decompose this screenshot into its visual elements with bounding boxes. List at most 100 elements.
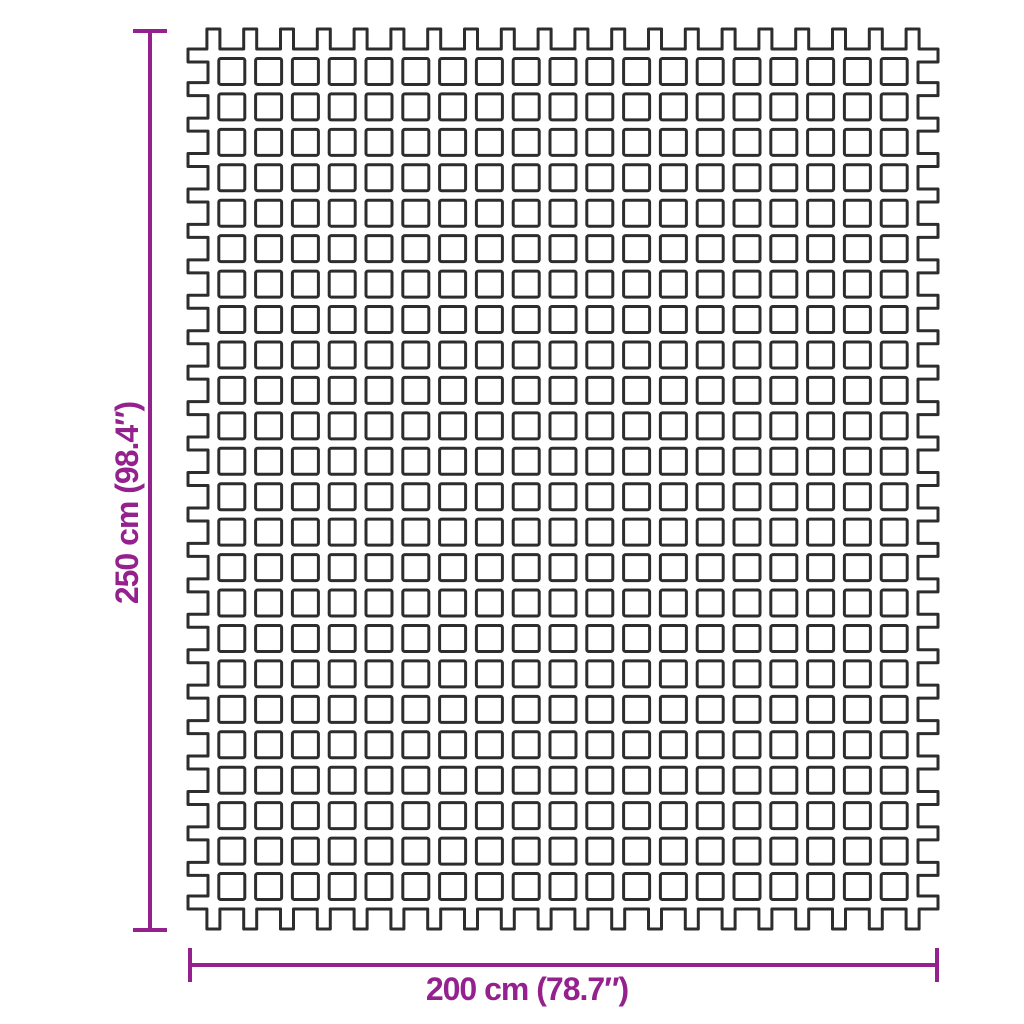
grid-hole bbox=[806, 553, 836, 583]
grid-hole bbox=[511, 340, 541, 370]
grid-hole bbox=[695, 694, 725, 724]
grid-hole bbox=[438, 659, 468, 689]
grid-hole bbox=[548, 730, 578, 760]
grid-hole bbox=[695, 553, 725, 583]
grid-hole bbox=[401, 694, 431, 724]
grid-hole bbox=[254, 765, 284, 795]
grid-hole bbox=[474, 836, 504, 866]
grid-hole bbox=[401, 56, 431, 86]
vertical-dimension-label: 250 cm (98.4″) bbox=[109, 401, 145, 604]
grid-hole bbox=[658, 872, 688, 902]
grid-hole bbox=[327, 198, 357, 228]
grid-hole bbox=[438, 198, 468, 228]
grid-hole bbox=[327, 305, 357, 335]
grid-hole bbox=[658, 553, 688, 583]
grid-hole bbox=[806, 482, 836, 512]
grid-hole bbox=[327, 446, 357, 476]
grid-hole bbox=[254, 482, 284, 512]
grid-hole bbox=[842, 446, 872, 476]
grid-hole bbox=[511, 872, 541, 902]
grid-hole bbox=[327, 553, 357, 583]
grid-hole bbox=[879, 411, 909, 441]
grid-hole bbox=[217, 305, 247, 335]
grid-hole bbox=[585, 127, 615, 157]
grid-hole bbox=[511, 765, 541, 795]
grid-hole bbox=[364, 872, 394, 902]
grid-hole bbox=[769, 234, 799, 264]
grid-hole bbox=[548, 234, 578, 264]
grid-hole bbox=[474, 340, 504, 370]
grid-hole bbox=[254, 517, 284, 547]
grid-hole bbox=[290, 836, 320, 866]
grid-hole bbox=[327, 92, 357, 122]
grid-hole bbox=[217, 92, 247, 122]
grid-hole bbox=[585, 198, 615, 228]
grid-hole bbox=[364, 482, 394, 512]
grid-hole bbox=[806, 92, 836, 122]
grid-hole bbox=[695, 56, 725, 86]
grid-hole bbox=[511, 446, 541, 476]
grid-hole bbox=[548, 411, 578, 441]
grid-hole bbox=[622, 801, 652, 831]
grid-hole bbox=[290, 198, 320, 228]
grid-hole bbox=[658, 659, 688, 689]
grid-hole bbox=[548, 659, 578, 689]
grid-hole bbox=[364, 801, 394, 831]
grid-hole bbox=[585, 269, 615, 299]
grid-hole bbox=[290, 801, 320, 831]
grid-hole bbox=[511, 56, 541, 86]
grid-hole bbox=[622, 659, 652, 689]
grid-hole bbox=[401, 801, 431, 831]
grid-hole bbox=[879, 694, 909, 724]
grid-hole bbox=[732, 694, 762, 724]
grid-hole bbox=[879, 375, 909, 405]
grid-hole bbox=[364, 517, 394, 547]
grid-hole bbox=[806, 694, 836, 724]
grid-hole bbox=[842, 659, 872, 689]
grid-hole bbox=[622, 446, 652, 476]
horizontal-dimension: 200 cm (78.7″) bbox=[188, 948, 939, 1007]
grid-hole bbox=[769, 482, 799, 512]
grid-hole bbox=[290, 127, 320, 157]
grid-hole bbox=[806, 411, 836, 441]
grid-hole bbox=[658, 730, 688, 760]
grid-hole bbox=[732, 765, 762, 795]
grid-hole bbox=[438, 623, 468, 653]
grid-hole bbox=[438, 375, 468, 405]
grid-hole bbox=[732, 623, 762, 653]
grid-hole bbox=[511, 234, 541, 264]
grid-hole bbox=[254, 801, 284, 831]
grid-hole bbox=[842, 340, 872, 370]
grid-hole bbox=[327, 482, 357, 512]
grid-hole bbox=[327, 765, 357, 795]
grid-hole bbox=[622, 269, 652, 299]
grid-hole bbox=[769, 836, 799, 866]
grid-hole bbox=[511, 198, 541, 228]
grid-hole bbox=[438, 269, 468, 299]
grid-hole bbox=[474, 801, 504, 831]
grid-hole bbox=[217, 482, 247, 512]
grid-hole bbox=[438, 92, 468, 122]
grid-hole bbox=[327, 659, 357, 689]
grid-hole bbox=[438, 446, 468, 476]
grid-hole bbox=[769, 163, 799, 193]
grid-hole bbox=[622, 623, 652, 653]
grid-hole bbox=[254, 234, 284, 264]
grid-hole bbox=[438, 163, 468, 193]
grid-hole bbox=[474, 56, 504, 86]
grid-hole bbox=[401, 92, 431, 122]
grid-hole bbox=[511, 623, 541, 653]
grid-hole bbox=[290, 623, 320, 653]
grid-hole bbox=[548, 872, 578, 902]
grid-hole bbox=[585, 305, 615, 335]
grid-hole bbox=[622, 517, 652, 547]
grid-hole bbox=[585, 446, 615, 476]
grid-hole bbox=[474, 198, 504, 228]
grid-hole bbox=[585, 836, 615, 866]
grid-hole bbox=[254, 127, 284, 157]
grid-hole bbox=[438, 730, 468, 760]
grid-hole bbox=[290, 375, 320, 405]
grid-hole bbox=[548, 198, 578, 228]
grid-hole bbox=[806, 623, 836, 653]
grid-hole bbox=[364, 305, 394, 335]
